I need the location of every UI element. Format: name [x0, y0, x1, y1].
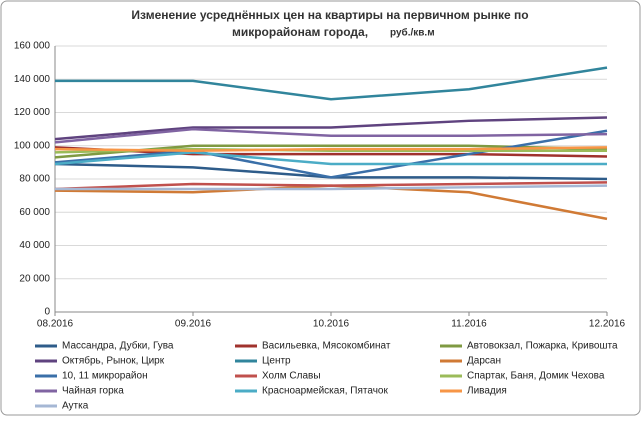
chart-title: микрорайонам города, — [232, 25, 368, 39]
x-tick-label: 08.2016 — [37, 319, 74, 330]
unit-label: руб./кв.м — [390, 27, 435, 39]
x-tick-label: 11.2016 — [451, 319, 487, 330]
legend-label: Дарсан — [467, 356, 501, 367]
legend-label: Аутка — [62, 401, 89, 412]
series-line — [54, 181, 608, 191]
y-tick-label: 160 000 — [14, 41, 51, 52]
legend-label: Автовокзал, Пожарка, Кривошта — [467, 341, 618, 352]
legend-label: Красноармейская, Пятачок — [262, 386, 388, 397]
y-tick-label: 80 000 — [19, 174, 50, 185]
y-tick-label: 0 — [44, 307, 50, 318]
y-tick-label: 60 000 — [19, 207, 50, 218]
legend-label: Холм Славы — [262, 371, 321, 382]
series-line — [54, 146, 608, 158]
series-line — [55, 184, 608, 191]
y-tick-label: 120 000 — [14, 107, 51, 118]
chart-title: Изменение усреднённых цен на квартиры на… — [131, 8, 528, 22]
y-tick-label: 100 000 — [14, 140, 51, 151]
series-line — [54, 151, 607, 166]
legend-label: Ливадия — [467, 386, 507, 397]
y-tick-label: 140 000 — [14, 74, 51, 85]
series-line — [54, 116, 608, 141]
y-tick-label: 40 000 — [19, 240, 50, 251]
series-line — [55, 66, 608, 101]
series-line — [54, 146, 608, 152]
legend-label: 10, 11 микрорайон — [62, 371, 148, 382]
series-line — [54, 127, 608, 144]
legend-label: Октябрь, Рынок, Цирк — [62, 355, 165, 367]
legend-label: Спартак, Баня, Домик Чехова — [467, 371, 605, 382]
legend-label: Чайная горка — [62, 386, 124, 397]
x-tick-label: 09.2016 — [175, 319, 212, 330]
x-tick-label: 12.2016 — [589, 319, 626, 330]
y-tick-label: 20 000 — [19, 273, 50, 284]
legend-label: Центр — [262, 356, 291, 367]
x-tick-label: 10.2016 — [313, 319, 350, 330]
legend-label: Массандра, Дубки, Гува — [62, 340, 174, 352]
legend-label: Васильевка, Мясокомбинат — [262, 340, 391, 352]
series-line — [54, 129, 608, 179]
